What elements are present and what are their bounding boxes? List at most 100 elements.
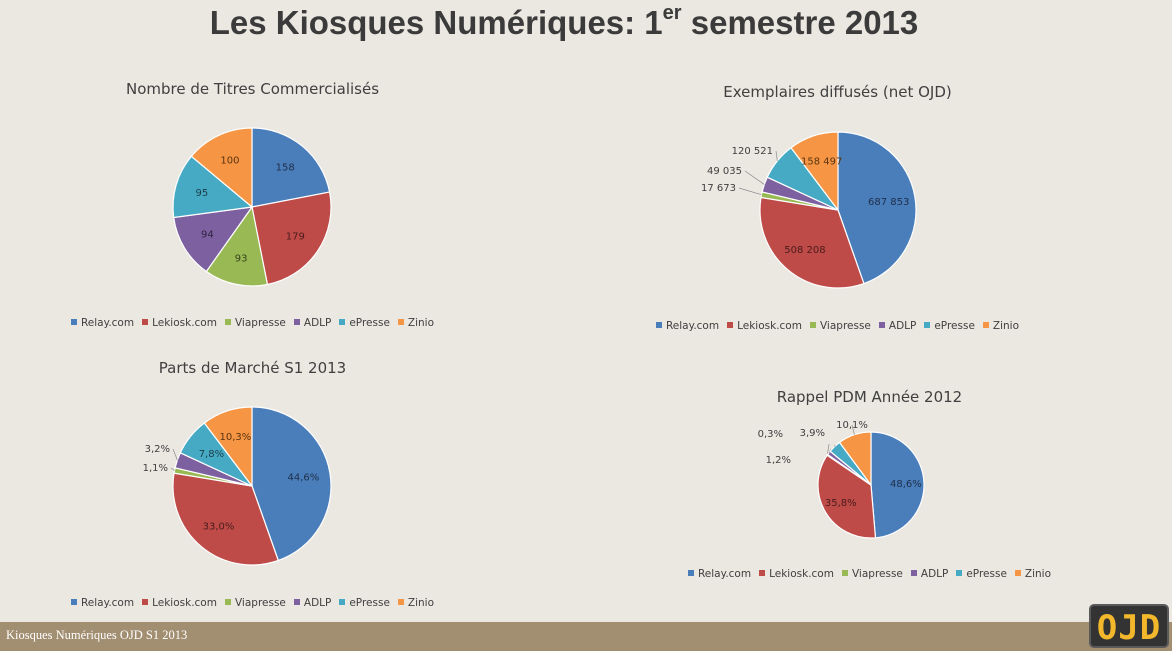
legend-item: ADLP bbox=[293, 317, 331, 329]
pie-slice-lekiosk-com bbox=[251, 191, 332, 286]
footer-bar bbox=[0, 622, 1172, 651]
slice-label: 120 521 bbox=[732, 146, 773, 157]
leader-line bbox=[172, 448, 178, 461]
legend-label: Zinio bbox=[407, 317, 435, 329]
legend-swatch bbox=[397, 319, 404, 325]
slice-label: 35,8% bbox=[825, 498, 857, 509]
leader-line bbox=[827, 443, 830, 455]
legend-swatch bbox=[655, 322, 662, 328]
legend-swatch bbox=[142, 599, 149, 605]
legend-swatch bbox=[841, 570, 848, 576]
slice-label: 3,9% bbox=[800, 428, 825, 439]
pie-slice-relay-com bbox=[251, 406, 332, 562]
legend-item: ePresse bbox=[339, 597, 390, 609]
legend-label: ePresse bbox=[966, 568, 1007, 580]
legend-label: Zinio bbox=[992, 320, 1020, 332]
pie-chart-titres: Nombre de Titres Commercialisés 158 179 93… bbox=[60, 80, 445, 335]
pie-slice-lekiosk-com bbox=[817, 454, 877, 539]
legend-swatch bbox=[956, 570, 963, 576]
legend-item: Lekiosk.com bbox=[142, 597, 217, 609]
chart-legend: Relay.com Lekiosk.com Viapresse ADLP ePresse… bbox=[60, 597, 445, 609]
legend-swatch bbox=[727, 322, 734, 328]
footer-text: Kiosques Numériques OJD S1 2013 bbox=[6, 628, 188, 642]
slice-label: 33,0% bbox=[203, 522, 235, 533]
legend-item: Relay.com bbox=[687, 568, 752, 580]
slice-label: 94 bbox=[201, 230, 214, 241]
legend-label: Zinio bbox=[1024, 568, 1052, 580]
legend-swatch bbox=[878, 322, 885, 328]
legend-label: Viapresse bbox=[234, 597, 286, 609]
legend-label: Lekiosk.com bbox=[152, 597, 217, 609]
legend-label: Viapresse bbox=[819, 320, 871, 332]
legend-label: ADLP bbox=[920, 568, 949, 580]
legend-item: Zinio bbox=[397, 317, 435, 329]
pie-chart-parts-marche: Parts de Marché S1 2013 44,6% 33,0% 1,1% 3,… bbox=[60, 359, 445, 619]
legend-label: Viapresse bbox=[234, 317, 286, 329]
slice-label: 687 853 bbox=[868, 197, 909, 208]
legend-swatch bbox=[70, 599, 77, 605]
slice-label: 508 208 bbox=[784, 245, 825, 256]
slice-label: 158 bbox=[276, 162, 295, 173]
legend-item: ADLP bbox=[293, 597, 331, 609]
legend-label: Lekiosk.com bbox=[737, 320, 802, 332]
legend-item: ePresse bbox=[956, 568, 1007, 580]
chart-title: Exemplaires diffusés (net OJD) bbox=[723, 83, 952, 101]
pie-slice-relay-com bbox=[251, 127, 331, 208]
pie-slice-zinio bbox=[790, 131, 839, 212]
slice-label: 49 035 bbox=[707, 166, 742, 177]
legend-swatch bbox=[982, 322, 989, 328]
pie-slice-zinio bbox=[838, 431, 872, 487]
slice-label: 10,3% bbox=[220, 432, 252, 443]
legend-swatch bbox=[910, 570, 917, 576]
legend-item: Viapresse bbox=[224, 317, 286, 329]
chart-legend: Relay.com Lekiosk.com Viapresse ADLP ePresse… bbox=[60, 317, 445, 329]
pie-slice-zinio bbox=[190, 127, 253, 209]
legend-swatch bbox=[809, 322, 816, 328]
slice-label: 100 bbox=[220, 155, 239, 166]
leader-line bbox=[738, 187, 762, 196]
legend-label: Viapresse bbox=[851, 568, 903, 580]
legend-label: Relay.com bbox=[80, 597, 135, 609]
legend-item: Zinio bbox=[982, 320, 1020, 332]
slice-label: 1,1% bbox=[143, 463, 168, 474]
legend-swatch bbox=[293, 599, 300, 605]
pie-slice-adlp bbox=[173, 206, 254, 273]
pie-chart-svg: 687 853 508 208 17 673 49 035 120 521 158 497 bbox=[701, 131, 917, 289]
legend-item: ADLP bbox=[910, 568, 949, 580]
slice-label: 44,6% bbox=[288, 473, 320, 484]
pie-slice-lekiosk-com bbox=[172, 472, 280, 566]
legend-label: Relay.com bbox=[697, 568, 752, 580]
legend-item: Viapresse bbox=[224, 597, 286, 609]
legend-swatch bbox=[339, 319, 346, 325]
chart-legend: Relay.com Lekiosk.com Viapresse ADLP ePresse… bbox=[645, 320, 1030, 332]
legend-swatch bbox=[397, 599, 404, 605]
slice-label: 17 673 bbox=[701, 183, 736, 194]
legend-swatch bbox=[339, 599, 346, 605]
leader-line bbox=[170, 467, 175, 471]
chart-title: Nombre de Titres Commercialisés bbox=[125, 80, 380, 98]
legend-label: Zinio bbox=[407, 597, 435, 609]
legend-swatch bbox=[142, 319, 149, 325]
chart-title: Parts de Marché S1 2013 bbox=[158, 359, 347, 377]
leader-line bbox=[744, 170, 765, 185]
legend-swatch bbox=[293, 319, 300, 325]
legend-item: Lekiosk.com bbox=[142, 317, 217, 329]
legend-item: Zinio bbox=[397, 597, 435, 609]
legend-swatch bbox=[924, 322, 931, 328]
slice-label: 3,2% bbox=[145, 444, 170, 455]
legend-swatch bbox=[224, 599, 231, 605]
pie-chart-exemplaires: Exemplaires diffusés (net OJD) 687 853 50… bbox=[645, 83, 1030, 338]
pie-chart-svg: 158 179 93 94 95 100 bbox=[172, 127, 332, 287]
pie-slice-relay-com bbox=[837, 131, 917, 285]
pie-slice-epresse bbox=[172, 155, 254, 219]
slice-label: 1,2% bbox=[766, 455, 791, 466]
ojd-logo: OJD bbox=[1089, 604, 1169, 648]
legend-item: Relay.com bbox=[70, 317, 134, 329]
legend-label: Lekiosk.com bbox=[152, 317, 217, 329]
legend-swatch bbox=[687, 570, 694, 576]
legend-swatch bbox=[70, 319, 77, 325]
pie-chart-rappel-2012: Rappel PDM Année 2012 48,6% 35,8% 0,3% 1,2%… bbox=[677, 388, 1062, 588]
leader-line bbox=[775, 150, 778, 162]
slice-label: 158 497 bbox=[801, 157, 842, 168]
legend-item: ePresse bbox=[339, 317, 390, 329]
